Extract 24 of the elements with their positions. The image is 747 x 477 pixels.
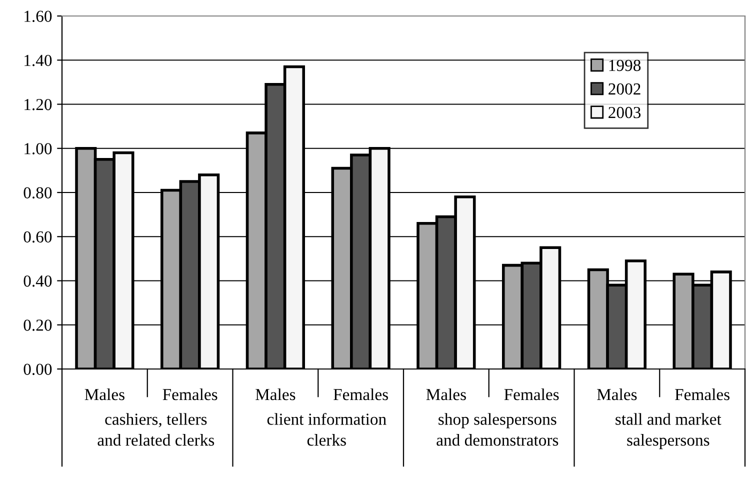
x-tick-label: Males — [426, 388, 466, 400]
x-tick-label: Males — [84, 388, 124, 400]
y-tick-label: 1.60 — [24, 10, 52, 22]
y-tick-label: 0.40 — [24, 275, 52, 287]
x-tick-label: Males — [597, 388, 637, 400]
x-tick-label: Females — [504, 388, 559, 400]
x-tick-label: Females — [675, 388, 730, 400]
y-tick-label: 0.20 — [24, 320, 52, 331]
text: stall and market salespersons — [616, 413, 722, 450]
y-tick-label: 1.20 — [24, 98, 52, 110]
x-tick-label: Females — [334, 388, 388, 400]
y-tick-label: 0.60 — [24, 231, 52, 243]
x-tick-label: Males — [256, 388, 296, 400]
legend-label: 2002 — [608, 83, 640, 95]
legend-label: 1998 — [609, 60, 641, 72]
y-tick-label: 0.00 — [24, 364, 52, 376]
text: shop salespersons and demonstrators — [436, 413, 558, 446]
x-tick-label: Females — [162, 388, 218, 400]
text: client information clerks — [267, 412, 386, 446]
legend-label: 2003 — [608, 106, 641, 118]
text: cashiers, tellers and related clerks — [98, 413, 214, 446]
y-tick-label: 0.80 — [24, 187, 52, 199]
y-tick-label: 1.40 — [24, 54, 52, 66]
y-tick-label: 1.00 — [24, 143, 52, 154]
